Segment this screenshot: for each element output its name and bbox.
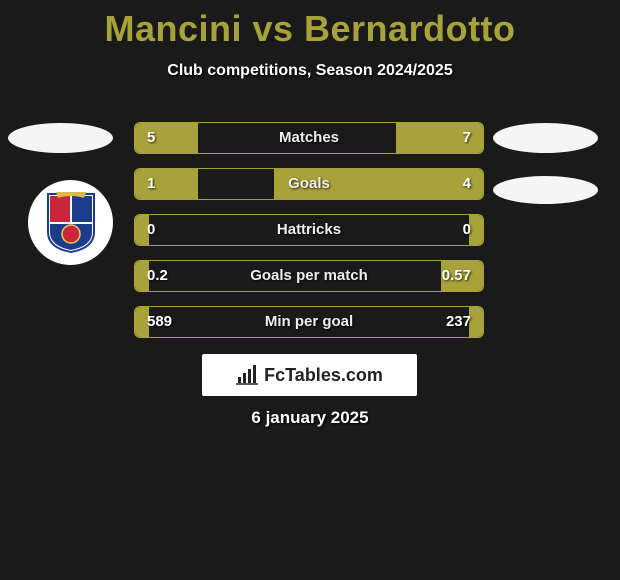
stats-comparison: Matches5 7 Goals1 4 Hattricks0 0 Goals per mat… <box>134 122 484 352</box>
stat-value-left: 589 <box>147 307 172 337</box>
stat-row: Goals per match0.2 0.57 <box>134 260 484 292</box>
stat-value-left: 0.2 <box>147 261 168 291</box>
stat-value-right: 0.57 <box>442 261 471 291</box>
stat-label: Goals <box>135 169 483 199</box>
branding-box: FcTables.com <box>202 354 417 396</box>
date-label: 6 january 2025 <box>0 408 620 428</box>
branding-label: FcTables.com <box>264 365 383 386</box>
club-right-avatar <box>493 176 598 204</box>
stat-value-left: 1 <box>147 169 155 199</box>
stat-value-left: 5 <box>147 123 155 153</box>
club-shield-icon <box>46 192 96 254</box>
stat-label: Goals per match <box>135 261 483 291</box>
stat-label: Hattricks <box>135 215 483 245</box>
stat-row: Hattricks0 0 <box>134 214 484 246</box>
stat-label: Min per goal <box>135 307 483 337</box>
stat-value-right: 237 <box>446 307 471 337</box>
stat-value-right: 4 <box>463 169 471 199</box>
stat-row: Goals1 4 <box>134 168 484 200</box>
stat-label: Matches <box>135 123 483 153</box>
bar-chart-icon <box>236 365 258 385</box>
stat-value-left: 0 <box>147 215 155 245</box>
stat-row: Min per goal589 237 <box>134 306 484 338</box>
player-right-avatar <box>493 123 598 153</box>
stat-value-right: 0 <box>463 215 471 245</box>
subtitle: Club competitions, Season 2024/2025 <box>0 62 620 80</box>
player-left-avatar <box>8 123 113 153</box>
stat-row: Matches5 7 <box>134 122 484 154</box>
stat-value-right: 7 <box>463 123 471 153</box>
page-title: Mancini vs Bernardotto <box>0 0 620 50</box>
club-left-badge <box>28 180 113 265</box>
